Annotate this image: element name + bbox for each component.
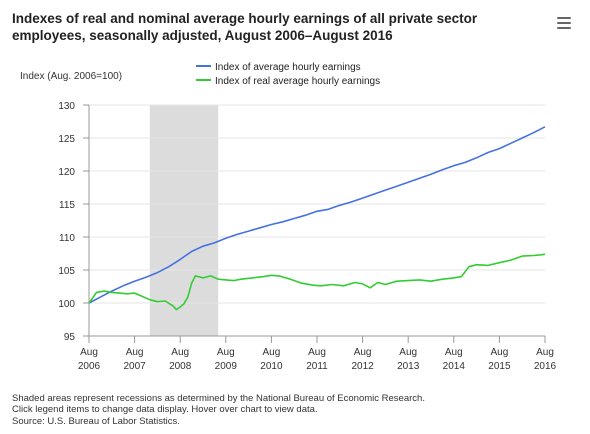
recession-band (149, 105, 219, 336)
y-tick-label: 125 (58, 134, 75, 145)
x-tick-label-year: 2015 (488, 361, 511, 372)
legend-item-nominal[interactable]: Index of average hourly earnings (196, 62, 361, 73)
x-tick-label-year: 2012 (351, 361, 374, 372)
footnote-recession: Shaded areas represent recessions as det… (12, 393, 425, 404)
y-tick-label: 115 (59, 200, 75, 211)
x-tick-label-month: Aug (217, 347, 235, 358)
x-tick-label-month: Aug (491, 347, 509, 358)
y-tick-label: 100 (58, 299, 75, 310)
x-tick-label-month: Aug (399, 347, 417, 358)
y-axis-label: Index (Aug. 2006=100) (20, 71, 122, 82)
x-tick-label-year: 2013 (397, 361, 420, 372)
x-tick-label-year: 2016 (534, 361, 557, 372)
x-tick-label-year: 2011 (306, 361, 328, 372)
x-tick-label-month: Aug (354, 347, 372, 358)
series-line-nominal[interactable] (88, 126, 546, 304)
x-tick-label-year: 2014 (443, 361, 466, 372)
y-tick-label: 105 (58, 266, 75, 277)
x-tick-label-month: Aug (126, 347, 144, 358)
series-line-real[interactable] (88, 253, 546, 311)
x-tick-label-year: 2007 (123, 361, 146, 372)
x-tick-label-month: Aug (536, 347, 554, 358)
x-tick-label-year: 2010 (260, 361, 283, 372)
x-tick-label-month: Aug (445, 347, 463, 358)
x-tick-label-month: Aug (171, 347, 189, 358)
x-tick-label-year: 2009 (215, 361, 238, 372)
x-tick-label-year: 2008 (169, 361, 192, 372)
legend-item-real[interactable]: Index of real average hourly earnings (196, 76, 380, 87)
x-tick-label-month: Aug (263, 347, 281, 358)
y-tick-label: 130 (58, 101, 75, 112)
legend-label: Index of real average hourly earnings (215, 76, 380, 87)
footnote-source: Source: U.S. Bureau of Labor Statistics. (12, 415, 180, 427)
x-tick-label-year: 2006 (78, 361, 101, 372)
hamburger-menu-icon[interactable] (557, 17, 571, 29)
y-tick-label: 110 (59, 233, 75, 244)
chart-title: Indexes of real and nominal average hour… (12, 11, 478, 43)
y-tick-label: 95 (64, 332, 76, 343)
x-tick-label-month: Aug (308, 347, 326, 358)
legend-label: Index of average hourly earnings (215, 62, 361, 73)
footnote-instructions: Click legend items to change data displa… (12, 404, 318, 416)
x-tick-label-month: Aug (80, 347, 98, 358)
y-tick-label: 120 (58, 167, 75, 178)
footnotes: Shaded areas represent recessions as det… (12, 393, 572, 427)
